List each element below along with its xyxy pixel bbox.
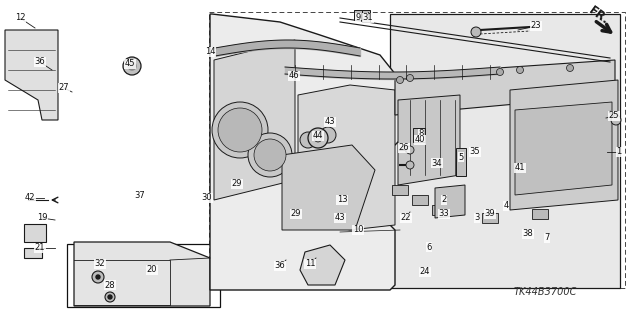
Text: TK44B3700C: TK44B3700C <box>513 287 577 297</box>
Text: 29: 29 <box>232 180 243 189</box>
Text: 33: 33 <box>438 210 449 219</box>
Bar <box>362 10 370 22</box>
Text: 7: 7 <box>544 234 550 242</box>
Polygon shape <box>515 102 612 195</box>
Polygon shape <box>282 145 375 230</box>
Text: 36: 36 <box>275 262 285 271</box>
Bar <box>24 224 46 242</box>
Circle shape <box>123 57 141 75</box>
Circle shape <box>300 132 316 148</box>
Text: 11: 11 <box>305 259 316 269</box>
Circle shape <box>516 66 524 73</box>
Text: 34: 34 <box>432 159 442 167</box>
Text: 19: 19 <box>36 213 47 222</box>
Bar <box>354 10 362 20</box>
Circle shape <box>108 295 112 299</box>
Text: 26: 26 <box>399 144 410 152</box>
Circle shape <box>406 75 413 81</box>
Circle shape <box>566 64 573 71</box>
Text: 45: 45 <box>125 60 135 69</box>
Polygon shape <box>395 60 615 115</box>
Text: 8: 8 <box>419 130 424 138</box>
Text: 40: 40 <box>415 136 425 145</box>
Text: 4: 4 <box>504 202 509 211</box>
Text: 9: 9 <box>355 13 360 23</box>
Text: 36: 36 <box>35 57 45 66</box>
Text: 21: 21 <box>35 243 45 253</box>
Text: 37: 37 <box>134 191 145 201</box>
Polygon shape <box>5 30 58 120</box>
Polygon shape <box>435 185 465 218</box>
Text: 23: 23 <box>531 21 541 31</box>
Polygon shape <box>398 95 460 185</box>
Text: 35: 35 <box>470 147 480 157</box>
Circle shape <box>128 62 136 70</box>
Text: 24: 24 <box>420 268 430 277</box>
Circle shape <box>406 146 414 154</box>
Circle shape <box>254 139 286 171</box>
Circle shape <box>105 292 115 302</box>
Text: 20: 20 <box>147 265 157 275</box>
Polygon shape <box>510 80 618 210</box>
Text: 46: 46 <box>289 71 300 80</box>
Bar <box>432 205 448 215</box>
Polygon shape <box>298 85 395 230</box>
Polygon shape <box>300 245 345 285</box>
Text: FR.: FR. <box>586 4 611 27</box>
Bar <box>392 185 408 195</box>
Text: 29: 29 <box>291 210 301 219</box>
Text: 13: 13 <box>337 196 348 204</box>
Text: 6: 6 <box>426 242 432 251</box>
Text: 10: 10 <box>353 226 364 234</box>
Circle shape <box>248 133 292 177</box>
Text: 1: 1 <box>616 147 621 157</box>
Bar <box>456 148 466 176</box>
Text: 12: 12 <box>15 13 25 23</box>
Text: 41: 41 <box>515 164 525 173</box>
Circle shape <box>314 134 322 142</box>
Text: 25: 25 <box>609 112 620 121</box>
Circle shape <box>218 108 262 152</box>
Circle shape <box>212 102 268 158</box>
Text: 44: 44 <box>313 131 323 140</box>
Text: 27: 27 <box>59 84 69 93</box>
Text: 22: 22 <box>401 213 412 222</box>
Bar <box>67 244 220 307</box>
Text: 3: 3 <box>474 213 480 222</box>
Text: 5: 5 <box>458 152 463 161</box>
Polygon shape <box>390 14 620 288</box>
Text: 2: 2 <box>442 196 447 204</box>
Bar <box>412 195 428 205</box>
Circle shape <box>320 127 336 143</box>
Bar <box>24 248 42 258</box>
Circle shape <box>406 161 414 169</box>
Text: 32: 32 <box>95 259 106 269</box>
Text: 42: 42 <box>25 194 35 203</box>
Text: 38: 38 <box>523 229 533 239</box>
Polygon shape <box>214 40 295 200</box>
Text: 39: 39 <box>484 210 495 219</box>
Circle shape <box>497 69 504 76</box>
Circle shape <box>397 77 403 84</box>
Circle shape <box>96 275 100 279</box>
Circle shape <box>92 271 104 283</box>
Bar <box>532 209 548 219</box>
Circle shape <box>471 27 481 37</box>
Circle shape <box>611 115 621 125</box>
Text: 43: 43 <box>324 117 335 127</box>
Bar <box>76 254 198 300</box>
Text: 14: 14 <box>205 48 215 56</box>
Text: 30: 30 <box>202 194 212 203</box>
Text: 43: 43 <box>335 213 346 222</box>
Polygon shape <box>210 14 400 290</box>
Polygon shape <box>74 242 210 306</box>
Bar <box>413 128 425 142</box>
Bar <box>482 213 498 223</box>
Circle shape <box>308 128 328 148</box>
Text: 28: 28 <box>105 280 115 290</box>
Text: 31: 31 <box>363 13 373 23</box>
